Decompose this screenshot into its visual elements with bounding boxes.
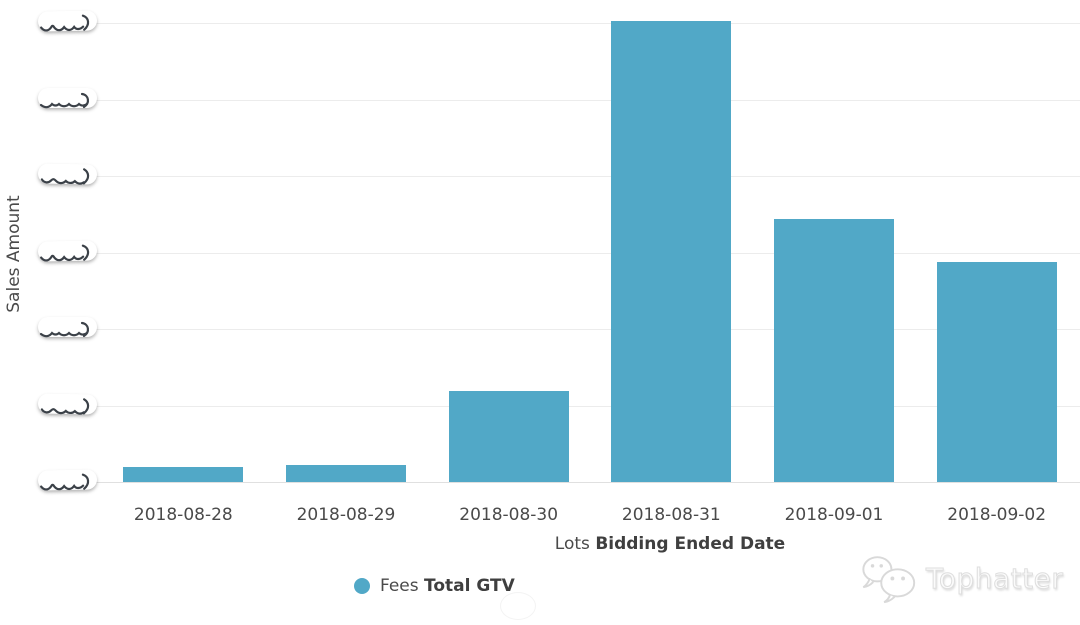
- redacted-y-tick-label: [38, 87, 97, 108]
- x-tick-label: 2018-09-02: [947, 505, 1047, 525]
- redacted-y-tick-label: [37, 392, 98, 415]
- x-axis-baseline: [93, 482, 1080, 483]
- x-axis-title-bold: Bidding Ended Date: [595, 534, 786, 554]
- x-axis-title: Lots Bidding Ended Date: [420, 534, 920, 554]
- watermark-brand-text: Tophatter: [925, 561, 1064, 595]
- bar-2018-08-29[interactable]: [286, 465, 406, 482]
- x-tick-label: 2018-08-29: [296, 505, 396, 525]
- legend-item-fees-total-gtv[interactable]: Fees Total GTV: [354, 576, 515, 596]
- legend-label: Fees Total GTV: [380, 576, 515, 596]
- bar-2018-08-31[interactable]: [611, 21, 732, 482]
- faint-watermark-fragment: [500, 592, 536, 620]
- gridline: [93, 405, 1080, 407]
- x-tick-label: 2018-08-30: [459, 505, 559, 525]
- legend-label-prefix: Fees: [380, 576, 419, 596]
- x-tick-label: 2018-08-31: [621, 505, 721, 525]
- bar-2018-08-28[interactable]: [123, 467, 244, 482]
- bar-2018-09-02[interactable]: [936, 262, 1057, 482]
- redacted-y-tick-label: [37, 163, 98, 185]
- redacted-y-tick-label: [38, 317, 97, 338]
- redacted-y-tick-label: [37, 239, 98, 262]
- gridline: [93, 176, 1080, 177]
- y-axis-title: Sales Amount: [4, 195, 24, 313]
- x-tick-label: 2018-09-01: [784, 505, 884, 525]
- gridline: [93, 329, 1080, 330]
- wechat-chat-bubbles-icon: [862, 556, 916, 604]
- x-axis-title-prefix: Lots: [554, 534, 590, 554]
- redacted-y-tick-label: [37, 469, 98, 491]
- redacted-y-tick-label: [37, 10, 98, 32]
- gridline: [93, 99, 1080, 101]
- legend-label-bold: Total GTV: [424, 576, 515, 596]
- x-tick-label: 2018-08-28: [133, 505, 233, 525]
- legend-color-dot-icon: [354, 578, 370, 594]
- bar-2018-08-30[interactable]: [448, 391, 569, 482]
- tophatter-watermark: Tophatter: [858, 552, 1063, 604]
- bar-2018-09-01[interactable]: [774, 219, 894, 482]
- gridline: [93, 252, 1080, 254]
- gridline: [93, 23, 1080, 24]
